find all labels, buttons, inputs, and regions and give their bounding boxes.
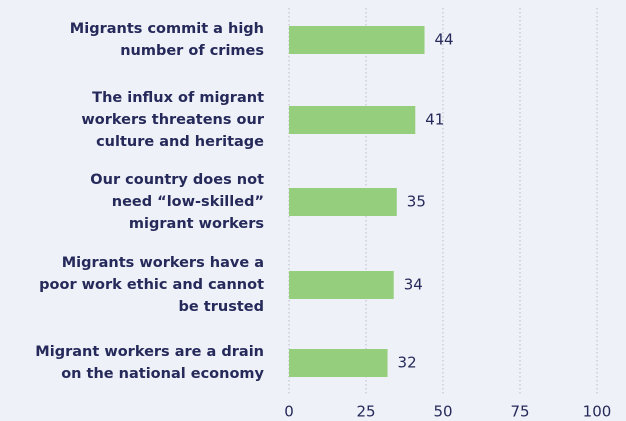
bar xyxy=(289,106,416,134)
category-label: Migrant workers are a drain on the natio… xyxy=(35,344,264,382)
value-label: 35 xyxy=(407,193,426,211)
category-label: The influx of migrant workers threatens … xyxy=(81,90,264,150)
category-label: Our country does not need “low-skilled” … xyxy=(90,172,264,232)
x-tick-label: 25 xyxy=(356,403,375,421)
value-label: 32 xyxy=(398,354,417,372)
value-label: 41 xyxy=(425,111,444,129)
value-label: 44 xyxy=(435,31,454,49)
x-tick-label: 100 xyxy=(583,403,612,421)
bar xyxy=(289,188,397,216)
bar xyxy=(289,349,388,377)
category-label: Migrants commit a high number of crimes xyxy=(69,21,264,59)
bar xyxy=(289,26,425,54)
bar xyxy=(289,271,394,299)
x-tick-label: 0 xyxy=(284,403,294,421)
category-label: Migrants workers have a poor work ethic … xyxy=(39,255,264,315)
x-tick-label: 75 xyxy=(510,403,529,421)
x-tick-label: 50 xyxy=(433,403,452,421)
value-label: 34 xyxy=(404,276,423,294)
